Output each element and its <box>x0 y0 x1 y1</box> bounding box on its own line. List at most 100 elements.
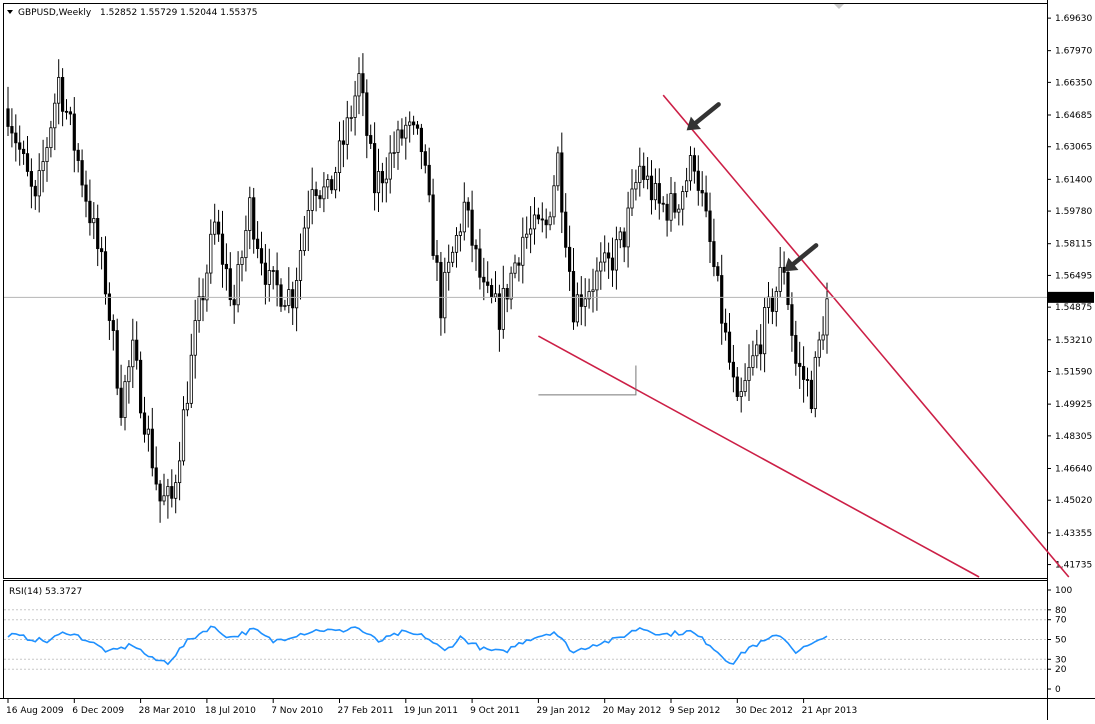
candle-body-bull <box>595 270 599 291</box>
candle-body-bull <box>302 227 307 252</box>
current-price-box <box>1048 291 1094 303</box>
candle-body-bull <box>392 152 396 154</box>
price-tick-label: 1.43355 <box>1055 529 1092 539</box>
candle-body-bull <box>825 298 829 336</box>
candle-body-bear <box>84 184 88 202</box>
candle-body-bull <box>763 307 767 355</box>
candle-body-bull <box>646 175 650 180</box>
candle-body-bear <box>232 299 236 306</box>
candle-body-bull <box>513 262 517 274</box>
candle-body-bull <box>778 266 782 292</box>
candle-body-bear <box>341 140 346 145</box>
price-tick-label: 1.49925 <box>1055 400 1092 410</box>
candle-body-bull <box>529 228 533 235</box>
price-tick-label: 1.64685 <box>1055 111 1092 121</box>
rsi-tick-label: 80 <box>1055 606 1067 616</box>
current-price-marker: 1.55375 <box>4 291 1094 303</box>
candle-body-bull <box>462 201 466 233</box>
price-tick-label: 1.59780 <box>1055 207 1092 217</box>
rsi-tick-label: 50 <box>1055 636 1067 646</box>
trendline-lower[interactable] <box>538 335 980 578</box>
candle-body-bear <box>665 203 669 221</box>
candle-body-bull <box>751 355 755 368</box>
price-pane[interactable] <box>3 3 1048 579</box>
candle-body-bull <box>177 460 182 484</box>
candle-body-bear <box>29 171 34 187</box>
candle-body-bull <box>766 296 771 308</box>
candle-body-bear <box>100 248 104 253</box>
candle-body-bear <box>150 428 154 469</box>
candle-body-bull <box>248 197 252 231</box>
drawing-objects[interactable] <box>538 94 1070 578</box>
candle-body-bear <box>435 255 439 263</box>
candle-body-bull <box>614 239 619 271</box>
menu-triangle-icon[interactable] <box>7 10 13 14</box>
candle-body-bear <box>571 271 576 323</box>
rsi-levels <box>4 609 1047 670</box>
time-tick-label: 27 Feb 2011 <box>338 706 394 716</box>
price-tick-label: 1.63065 <box>1055 143 1092 153</box>
candle-body-bear <box>415 124 420 129</box>
candle-body-bull <box>638 165 642 183</box>
candle-body-bear <box>708 210 712 242</box>
candle-body-bull <box>501 288 505 330</box>
candle-body-bear <box>72 113 76 151</box>
candle-body-bull <box>205 272 209 301</box>
candle-body-bear <box>314 189 318 197</box>
candle-body-bull <box>739 391 743 397</box>
candle-body-bull <box>458 231 463 236</box>
candle-body-bear <box>642 165 646 180</box>
candle-body-bull <box>310 189 314 211</box>
candle-body-bull <box>326 179 330 188</box>
candle-body-bear <box>731 361 736 378</box>
candle-body-bear <box>431 194 435 256</box>
candle-body-bull <box>298 250 303 281</box>
trendline-upper[interactable] <box>662 94 1070 578</box>
candle-body-bull <box>146 428 150 435</box>
candle-body-bear <box>224 263 228 270</box>
time-tick-label: 29 Jan 2012 <box>536 706 590 716</box>
candle-body-bull <box>821 334 825 341</box>
candle-body-bear <box>252 197 256 240</box>
candle-body-bear <box>14 132 18 144</box>
candle-body-bull <box>181 409 186 462</box>
candle-body-bull <box>166 486 170 497</box>
candle-body-bull <box>556 152 560 187</box>
arrow-icon[interactable] <box>784 257 799 272</box>
candle-body-bull <box>532 214 537 230</box>
candle-body-bull <box>131 339 135 368</box>
candle-body-bull <box>618 231 622 241</box>
candle-body-bear <box>201 296 205 301</box>
candle-body-bear <box>735 376 739 397</box>
candle-body-bear <box>279 284 283 307</box>
scroll-marker-icon[interactable] <box>834 4 844 9</box>
candle-body-bull <box>345 117 349 145</box>
candle-body-bear <box>470 209 474 246</box>
candle-body-bear <box>798 362 802 367</box>
arrow-icon[interactable] <box>686 116 701 131</box>
candle-body-bear <box>68 111 72 115</box>
candle-body-bull <box>185 402 189 411</box>
candle-body-bear <box>107 293 111 321</box>
candle-body-bear <box>330 179 334 191</box>
price-tick-label: 1.53210 <box>1055 336 1092 346</box>
candle-body-bull <box>755 344 759 357</box>
candle-body-bear <box>802 366 806 380</box>
candle-body-bear <box>119 387 123 418</box>
candle-body-bull <box>349 117 353 119</box>
rsi-line <box>7 625 828 666</box>
bracket-marker[interactable] <box>538 365 637 396</box>
candle-body-bull <box>193 320 197 356</box>
candle-body-bull <box>384 178 388 184</box>
candle-body-bear <box>540 218 544 221</box>
candle-body-bear <box>96 218 100 250</box>
candle-body-bear <box>423 151 427 166</box>
candle-body-bear <box>439 261 443 319</box>
candle-body-bear <box>18 142 22 150</box>
candle-body-bear <box>427 164 431 196</box>
candle-body-bull <box>388 152 392 180</box>
price-tick-label: 1.56495 <box>1055 271 1092 281</box>
